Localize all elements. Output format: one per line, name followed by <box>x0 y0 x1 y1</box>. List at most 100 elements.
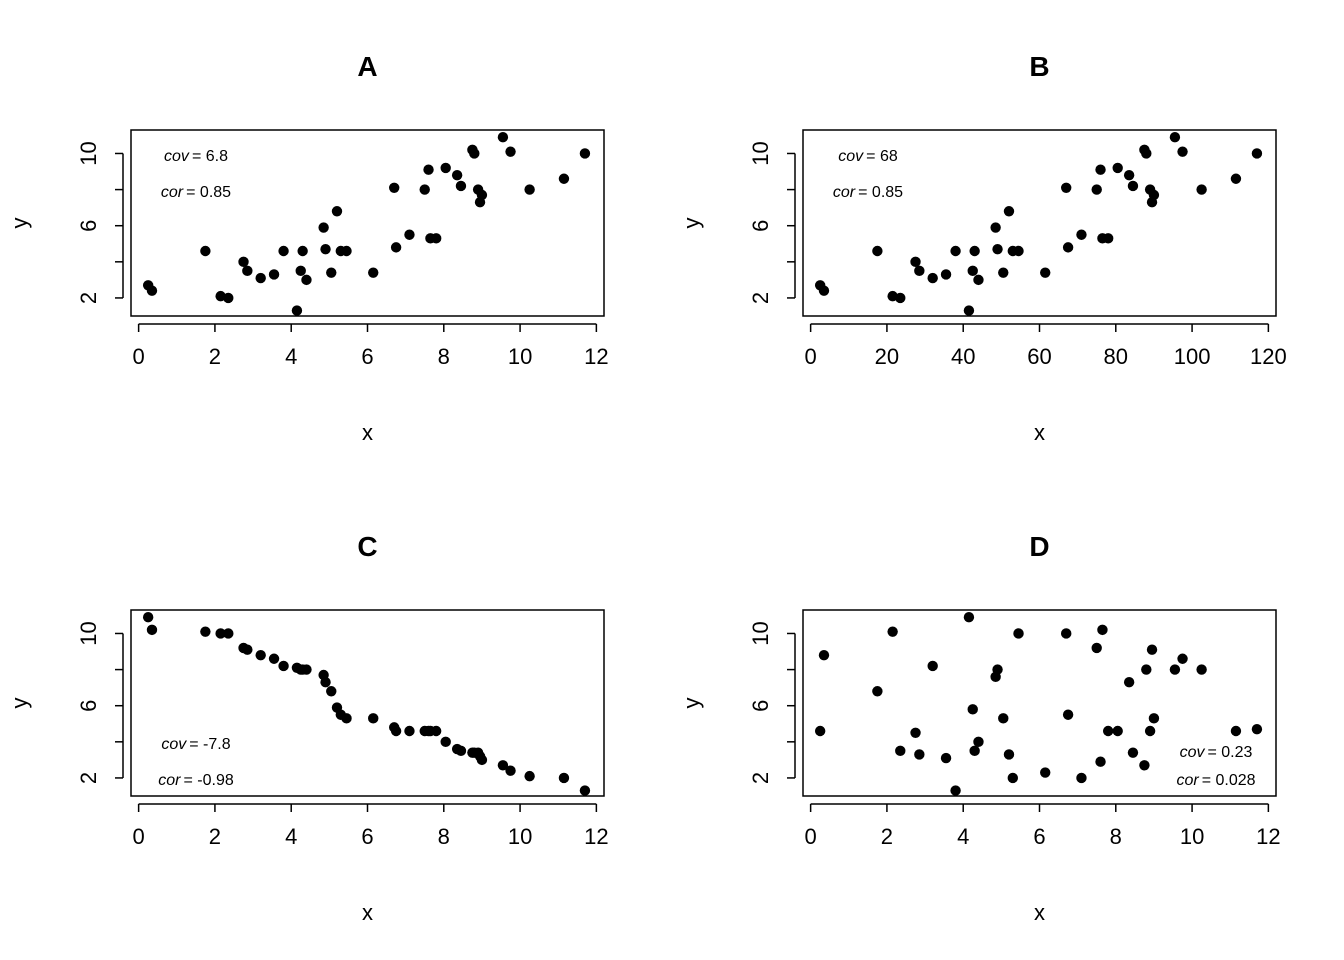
data-point <box>579 148 591 159</box>
x-tick-label: 6 <box>1033 824 1045 849</box>
data-point <box>1076 772 1087 784</box>
data-point <box>973 736 984 748</box>
data-point <box>440 736 451 748</box>
y-tick-label: 10 <box>748 621 773 645</box>
data-point <box>910 256 921 268</box>
data-point <box>268 653 280 664</box>
data-point <box>814 725 826 737</box>
data-point <box>895 745 906 757</box>
cov-label: cov <box>164 148 190 165</box>
data-point <box>318 222 329 233</box>
data-point <box>887 626 898 637</box>
data-point <box>341 713 352 724</box>
data-point <box>505 765 516 776</box>
x-axis-label: x <box>362 420 373 445</box>
data-point <box>440 162 451 174</box>
data-point <box>1251 723 1263 735</box>
x-tick-label: 12 <box>584 824 608 849</box>
data-point <box>430 233 442 244</box>
x-axis-label: x <box>1034 900 1045 925</box>
data-point <box>295 265 306 277</box>
x-tick-label: 0 <box>805 824 817 849</box>
data-point <box>1123 169 1135 181</box>
panel-title: A <box>357 51 377 82</box>
data-point <box>1139 760 1150 771</box>
x-tick-label: 8 <box>438 824 450 849</box>
data-point <box>1230 173 1242 184</box>
x-tick-label: 6 <box>361 344 373 369</box>
data-point <box>255 649 266 661</box>
data-point <box>1040 267 1051 278</box>
data-point <box>1144 725 1156 737</box>
data-point <box>297 245 308 257</box>
data-point <box>1148 713 1160 724</box>
data-point <box>895 292 906 304</box>
data-point <box>914 749 925 760</box>
data-point <box>1196 664 1207 675</box>
data-point <box>301 664 312 675</box>
data-point <box>404 229 415 240</box>
data-point <box>910 727 921 738</box>
panel-a: A 0 2 4 6 8 10 12 x 2 6 10 y cov = 6.8 cor = 0.85 <box>7 51 609 445</box>
cor-label: cor <box>158 772 181 789</box>
cor-value: = 0.85 <box>186 184 231 201</box>
data-point <box>818 285 830 296</box>
data-point <box>223 292 234 304</box>
y-tick-label: 2 <box>748 292 773 304</box>
data-point <box>1013 245 1024 257</box>
data-point <box>990 222 1001 233</box>
cov-label: cov <box>838 148 864 165</box>
data-point <box>1251 148 1263 159</box>
data-point <box>476 189 488 201</box>
data-point <box>1148 189 1160 201</box>
x-tick-label: 12 <box>1256 824 1280 849</box>
data-point <box>940 269 952 280</box>
data-point <box>1196 184 1207 195</box>
plot-frame <box>130 129 605 317</box>
cor-annotation: cor = -0.98 <box>158 772 234 789</box>
x-tick-label: 4 <box>285 824 297 849</box>
y-axis-label: y <box>7 218 32 229</box>
data-point <box>455 745 467 757</box>
data-point <box>242 644 253 655</box>
data-point <box>872 686 883 697</box>
x-tick-label: 2 <box>209 824 221 849</box>
data-point <box>1123 677 1135 688</box>
cov-annotation: cov = 0.23 <box>1180 744 1253 761</box>
data-point <box>963 612 975 623</box>
data-point <box>368 267 379 278</box>
x-tick-label: 4 <box>957 824 969 849</box>
cov-label: cov <box>161 736 187 753</box>
data-point <box>242 265 253 277</box>
x-tick-label: 120 <box>1250 344 1287 369</box>
data-point <box>423 164 434 175</box>
data-point <box>146 285 158 296</box>
panel-title: C <box>357 531 377 562</box>
y-axis-label: y <box>7 698 32 709</box>
data-point <box>238 256 249 268</box>
data-point <box>1076 229 1087 240</box>
data-point <box>497 760 509 771</box>
panel-b: B 0 20 40 60 80 100 120 x 2 6 10 y cov = 68 cor = 0.85 <box>679 51 1287 445</box>
x-tick-label: 4 <box>285 344 297 369</box>
data-point <box>524 184 535 195</box>
cov-value: = 6.8 <box>192 148 228 165</box>
data-point <box>326 267 337 278</box>
x-axis-label: x <box>362 900 373 925</box>
data-point <box>927 272 938 284</box>
data-point <box>967 265 978 277</box>
data-point <box>390 242 402 253</box>
data-point <box>368 713 379 724</box>
data-point <box>1062 242 1074 253</box>
y-tick-label: 10 <box>748 141 773 165</box>
x-tick-label: 100 <box>1174 344 1211 369</box>
data-point <box>320 243 331 255</box>
data-point <box>200 245 211 257</box>
data-point <box>451 169 463 181</box>
x-tick-label: 8 <box>1110 824 1122 849</box>
plot-frame <box>802 609 1277 797</box>
data-point <box>1061 182 1072 193</box>
data-point <box>1112 162 1123 174</box>
data-point <box>200 626 211 637</box>
data-point <box>390 725 402 737</box>
